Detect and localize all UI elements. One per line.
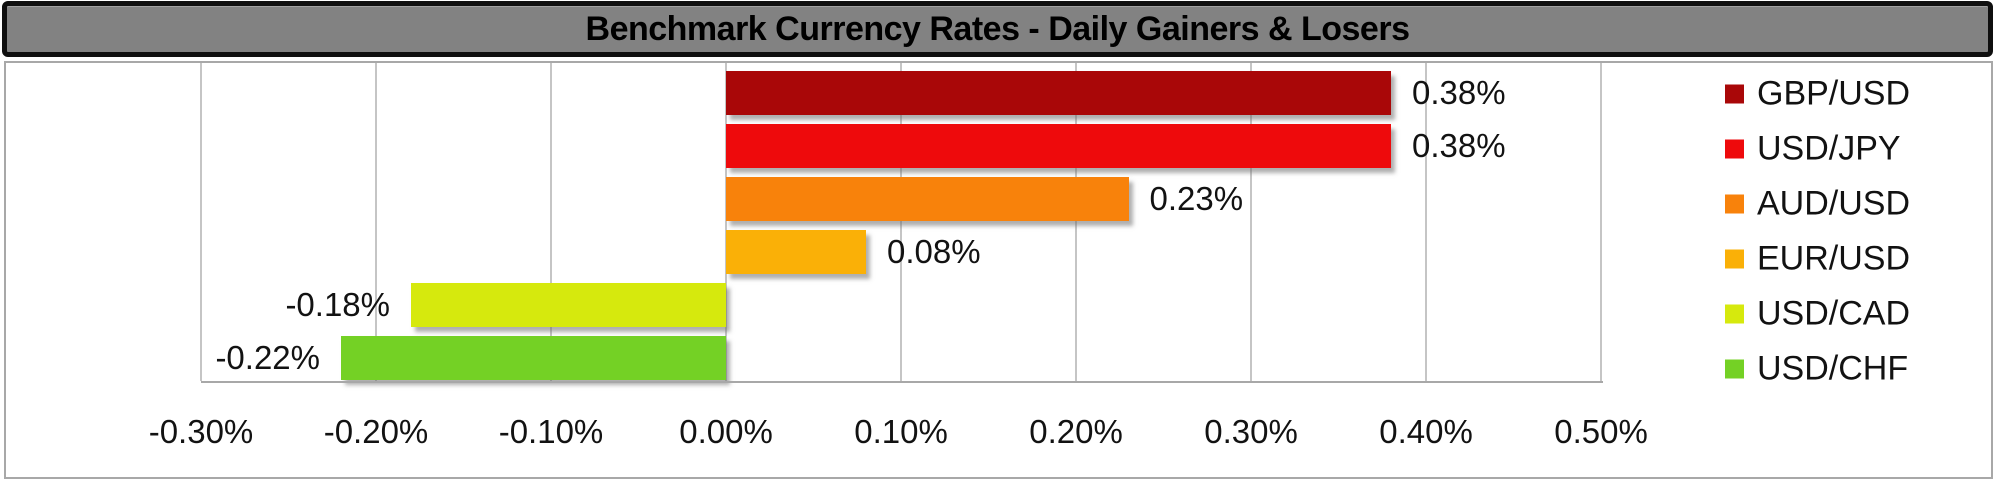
chart-title-bar: Benchmark Currency Rates - Daily Gainers… — [2, 1, 1993, 57]
bar-usd-chf — [341, 336, 726, 380]
x-tick-label: -0.20% — [323, 413, 429, 450]
legend-swatch-icon — [1725, 249, 1744, 269]
legend-swatch-icon — [1725, 139, 1744, 159]
x-axis-line — [201, 381, 1603, 383]
legend-label: EUR/USD — [1757, 239, 1911, 278]
legend-label: USD/CHF — [1757, 349, 1909, 388]
legend-item-aud-usd: AUD/USD — [1725, 185, 1910, 224]
gridline — [200, 63, 202, 381]
x-tick-label: -0.10% — [498, 413, 604, 450]
gridline — [550, 63, 552, 381]
x-tick-label: 0.10% — [854, 413, 948, 450]
legend-swatch-icon — [1725, 359, 1744, 379]
gridline — [1250, 63, 1252, 381]
x-tick-label: 0.00% — [679, 413, 773, 450]
bar-value-label: -0.22% — [215, 339, 320, 376]
legend-item-usd-cad: USD/CAD — [1725, 295, 1910, 334]
legend-swatch-icon — [1725, 84, 1744, 104]
chart-title: Benchmark Currency Rates - Daily Gainers… — [585, 9, 1410, 48]
legend-item-eur-usd: EUR/USD — [1725, 240, 1910, 279]
x-tick-label: 0.20% — [1029, 413, 1123, 450]
bar-value-label: 0.38% — [1412, 127, 1506, 164]
bar-value-label: -0.18% — [285, 286, 390, 323]
gridline — [1600, 63, 1602, 381]
legend-label: GBP/USD — [1757, 74, 1911, 113]
legend-swatch-icon — [1725, 304, 1744, 324]
chart-area: 0.38% 0.38% 0.23% 0.08% -0.18% -0.22% -0.30% -… — [4, 61, 1993, 479]
gridline — [725, 63, 727, 381]
bar-usd-cad — [411, 283, 726, 327]
legend-swatch-icon — [1725, 194, 1744, 214]
gridline — [375, 63, 377, 381]
bar-usd-jpy — [726, 124, 1391, 168]
bar-eur-usd — [726, 230, 866, 274]
bar-value-label: 0.38% — [1412, 74, 1506, 111]
legend-item-usd-jpy: USD/JPY — [1725, 130, 1901, 169]
gridline — [900, 63, 902, 381]
legend-item-usd-chf: USD/CHF — [1725, 350, 1908, 389]
plot-canvas: 0.38% 0.38% 0.23% 0.08% -0.18% -0.22% -0.30% -… — [6, 63, 1991, 477]
gridline — [1075, 63, 1077, 381]
bar-aud-usd — [726, 177, 1129, 221]
x-tick-label: 0.40% — [1379, 413, 1473, 450]
bar-value-label: 0.23% — [1149, 180, 1244, 217]
gridline — [1425, 63, 1427, 381]
x-tick-label: 0.30% — [1204, 413, 1298, 450]
bar-gbp-usd — [726, 71, 1391, 115]
legend-label: AUD/USD — [1757, 184, 1911, 223]
bar-value-label: 0.08% — [887, 233, 981, 270]
x-tick-label: 0.50% — [1554, 413, 1648, 450]
x-tick-label: -0.30% — [148, 413, 254, 450]
legend-label: USD/JPY — [1757, 129, 1901, 168]
legend-item-gbp-usd: GBP/USD — [1725, 75, 1910, 114]
legend-label: USD/CAD — [1757, 294, 1911, 333]
